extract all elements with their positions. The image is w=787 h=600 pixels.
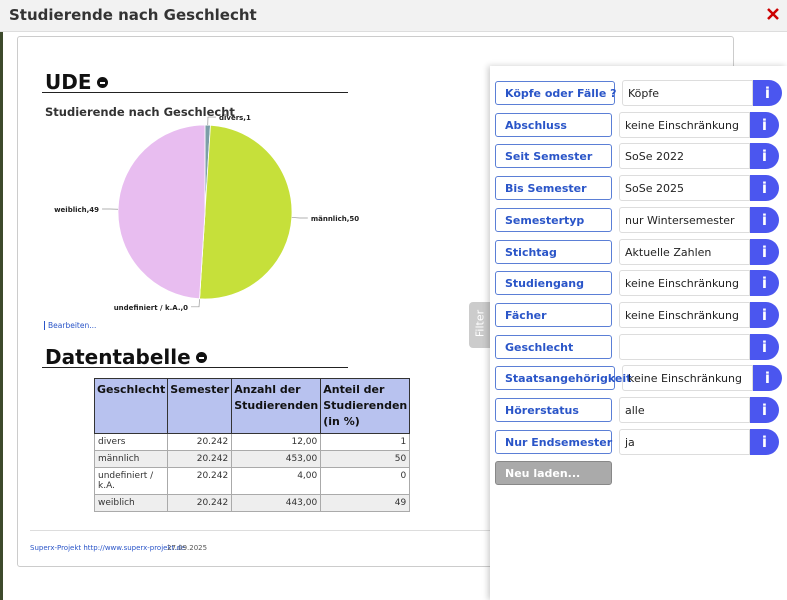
info-button[interactable]: i (750, 333, 779, 360)
filter-value[interactable]: SoSe 2022 (619, 143, 750, 170)
label-leader (191, 298, 200, 308)
table-cell: 0 (320, 467, 411, 495)
footer-link[interactable]: Superx-Projekt http://www.superx-projekt… (30, 544, 186, 552)
heading-rule (42, 92, 348, 93)
collapse-icon[interactable] (195, 352, 207, 363)
table-cell: 20.242 (167, 494, 233, 512)
info-button[interactable]: i (750, 175, 779, 202)
filter-value[interactable]: keine Einschränkung (622, 365, 753, 392)
data-table: Geschlecht Semester Anzahl der Studierende… (93, 378, 411, 512)
table-cell: 20.242 (167, 450, 233, 468)
table-cell: männlich (93, 450, 169, 468)
filter-label[interactable]: Abschluss (495, 112, 612, 137)
table-cell: 453,00 (231, 450, 322, 468)
filter-tab[interactable]: Filter (469, 302, 491, 348)
table-cell: weiblich (93, 494, 169, 512)
filter-tab-label: Filter (473, 309, 487, 338)
slice-label: undefiniert / k.A.,0 (114, 304, 188, 312)
slice-label: männlich,50 (311, 215, 359, 223)
info-button[interactable]: i (750, 301, 779, 328)
filter-value[interactable]: keine Einschränkung (619, 270, 750, 297)
column-header: Semester (167, 378, 233, 434)
table-cell: 12,00 (231, 433, 322, 451)
filter-label[interactable]: Geschlecht (495, 334, 612, 359)
column-header: Anzahl der Studierenden (231, 378, 322, 434)
window-title: Studierende nach Geschlecht (9, 6, 257, 24)
footer-rule (30, 530, 720, 531)
table-cell: 49 (320, 494, 411, 512)
collapse-icon[interactable] (96, 77, 108, 88)
column-header: Geschlecht (93, 378, 169, 434)
pie-slice (117, 124, 206, 300)
pie-slice (199, 124, 293, 300)
filter-label[interactable]: Fächer (495, 302, 612, 327)
info-button[interactable]: i (750, 206, 779, 233)
table-cell: 443,00 (231, 494, 322, 512)
filter-label[interactable]: Seit Semester (495, 144, 612, 169)
table-heading: Datentabelle (45, 345, 207, 369)
filter-panel (490, 66, 787, 600)
filter-label[interactable]: Hörerstatus (495, 398, 612, 422)
slice-label: divers,1 (219, 114, 251, 122)
info-button[interactable]: i (750, 270, 779, 297)
info-button[interactable]: i (750, 238, 779, 265)
table-cell: 4,00 (231, 467, 322, 495)
info-button[interactable]: i (750, 428, 779, 455)
column-header: Anteil der Studierenden (in %) (320, 378, 411, 434)
filter-value[interactable]: keine Einschränkung (619, 301, 750, 328)
filter-value[interactable]: keine Einschränkung (619, 111, 750, 138)
report-heading: UDE (45, 70, 108, 94)
edit-link[interactable]: Bearbeiten... (44, 321, 96, 330)
table-cell: undefiniert / k.A. (93, 467, 169, 495)
filter-value[interactable] (619, 333, 750, 360)
header-bar: Studierende nach Geschlecht (0, 0, 787, 32)
filter-label[interactable]: Semestertyp (495, 207, 612, 232)
filter-label[interactable]: Köpfe oder Fälle ? (495, 81, 617, 105)
slice-label: weiblich,49 (54, 206, 99, 214)
filter-label[interactable]: Studiengang (495, 271, 612, 296)
table-header-row: Geschlecht Semester Anzahl der Studierende… (93, 378, 411, 434)
info-button[interactable]: i (753, 80, 782, 106)
filter-label[interactable]: Nur Endsemester (495, 429, 612, 454)
heading-text: UDE (45, 70, 92, 94)
filter-value[interactable]: nur Wintersemester (619, 206, 750, 233)
filter-label[interactable]: Bis Semester (495, 176, 612, 201)
logo[interactable] (766, 7, 780, 23)
info-button[interactable]: i (753, 365, 782, 392)
label-leader (207, 116, 216, 126)
reload-button[interactable]: Neu laden... (495, 461, 612, 485)
background-strip (0, 0, 3, 600)
info-button[interactable]: i (750, 111, 779, 138)
table-row: männlich 20.242 453,00 50 (93, 450, 411, 468)
pie-chart: Studierende nach Geschlecht divers,1 männ… (45, 105, 359, 312)
footer-date: 27.09.2025 (167, 544, 208, 552)
table-row: weiblich 20.242 443,00 49 (93, 494, 411, 512)
chart-title: Studierende nach Geschlecht (45, 105, 235, 119)
filter-value[interactable]: Köpfe (622, 80, 753, 106)
table-cell: divers (93, 433, 169, 451)
table-row: undefiniert / k.A. 20.242 4,00 0 (93, 467, 411, 495)
info-button[interactable]: i (750, 397, 779, 423)
filter-value[interactable]: ja (619, 428, 750, 455)
filter-value[interactable]: SoSe 2025 (619, 175, 750, 202)
table-cell: 20.242 (167, 433, 233, 451)
table-heading-text: Datentabelle (45, 345, 191, 369)
filter-label[interactable]: Stichtag (495, 239, 612, 264)
heading-rule (42, 367, 348, 368)
filter-label[interactable]: Staatsangehörigkeit (495, 366, 631, 391)
table-row: divers 20.242 12,00 1 (93, 433, 411, 451)
label-leader (291, 217, 308, 219)
filter-value[interactable]: alle (619, 397, 750, 423)
table-cell: 20.242 (167, 467, 233, 495)
filter-value[interactable]: Aktuelle Zahlen (619, 238, 750, 265)
table-cell: 1 (320, 433, 411, 451)
info-button[interactable]: i (750, 143, 779, 170)
table-cell: 50 (320, 450, 411, 468)
